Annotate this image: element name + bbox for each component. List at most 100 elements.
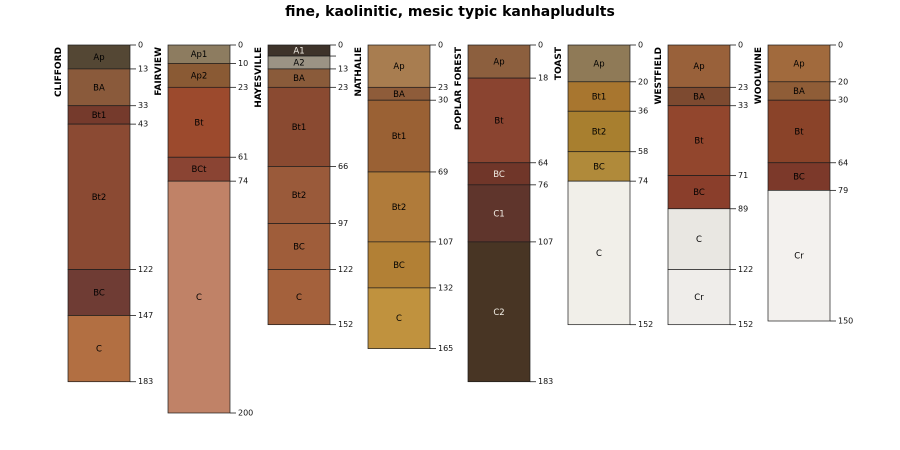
horizon-label: BC <box>793 173 805 183</box>
horizon-label: Bt1 <box>92 111 107 121</box>
depth-tick-label: 36 <box>638 107 648 116</box>
depth-tick-label: 150 <box>838 317 853 326</box>
horizon-label: BC <box>693 188 705 198</box>
profile-name-label: POPLAR FOREST <box>454 46 464 130</box>
depth-tick-label: 69 <box>438 167 448 176</box>
horizon-rect-bc <box>567 151 631 182</box>
depth-tick-label: 13 <box>138 64 148 73</box>
depth-tick-label: 20 <box>838 77 848 86</box>
depth-tick-label: 64 <box>538 158 548 167</box>
horizon-label: Bt1 <box>292 123 307 133</box>
depth-tick-label: 122 <box>338 265 353 274</box>
depth-tick-label: 23 <box>238 83 248 92</box>
horizon-label: Ap <box>93 53 104 63</box>
horizon-label: BC <box>593 162 605 172</box>
horizon-rect-bt2 <box>67 123 131 270</box>
profile-clifford: CLIFFORD Ap BA Bt1 Bt2 BC C 0 13 33 43 122 147 183 <box>54 41 153 387</box>
depth-tick-label: 183 <box>538 377 553 386</box>
depth-tick-label: 20 <box>638 77 648 86</box>
horizon-label: C <box>396 314 402 324</box>
horizon-rect-bt1 <box>367 99 431 173</box>
depth-tick-label: 33 <box>738 101 748 110</box>
horizon-label: C <box>596 249 602 259</box>
depth-tick-label: 97 <box>338 219 348 228</box>
horizon-label: Bt2 <box>592 127 607 137</box>
horizon-label: C <box>696 235 702 245</box>
depth-tick-label: 43 <box>138 120 148 129</box>
horizon-label: Bt2 <box>292 191 307 201</box>
depth-tick-label: 71 <box>738 171 748 180</box>
depth-tick-label: 122 <box>138 265 153 274</box>
horizon-label: Ap <box>393 62 404 72</box>
profile-name-label: TOAST <box>554 46 564 80</box>
profile-nathalie: NATHALIE Ap BA Bt1 Bt2 BC C 0 23 30 69 107 132 165 <box>354 41 453 354</box>
horizon-rect-c <box>167 180 231 414</box>
horizon-rect-bt <box>767 99 831 164</box>
horizon-rect-cr <box>767 190 831 322</box>
horizon-rect-ap <box>767 44 831 83</box>
depth-tick-label: 0 <box>438 41 443 50</box>
horizon-label: BA <box>393 90 405 100</box>
depth-tick-label: 0 <box>838 41 843 50</box>
depth-tick-label: 76 <box>538 180 548 189</box>
depth-tick-label: 23 <box>338 83 348 92</box>
horizon-rect-cr <box>667 269 731 326</box>
horizon-label: Bt2 <box>392 203 407 213</box>
horizon-label: Bt <box>794 127 804 137</box>
horizon-rect-bc <box>767 162 831 191</box>
depth-tick-label: 107 <box>538 237 553 246</box>
horizon-label: BC <box>93 288 105 298</box>
depth-tick-label: 165 <box>438 344 453 353</box>
horizon-label: BCt <box>192 165 208 175</box>
horizon-label: Ap <box>793 59 804 69</box>
depth-tick-label: 0 <box>338 41 343 50</box>
horizon-label: BC <box>393 261 405 271</box>
depth-tick-label: 61 <box>238 153 248 162</box>
horizon-label: Cr <box>694 293 704 303</box>
horizon-label: C <box>96 345 102 355</box>
horizon-rect-bt2 <box>567 110 631 153</box>
horizon-label: Bt1 <box>592 93 607 103</box>
horizon-label: Bt1 <box>392 132 407 142</box>
profile-woolwine: WOOLWINE Ap BA Bt BC Cr 0 20 30 64 79 150 <box>754 41 853 326</box>
horizon-label: A1 <box>293 47 304 57</box>
depth-tick-label: 0 <box>538 41 543 50</box>
horizon-label: A2 <box>293 58 304 68</box>
horizon-label: Bt <box>494 116 504 126</box>
depth-tick-label: 30 <box>838 96 848 105</box>
profile-name-label: NATHALIE <box>354 47 364 97</box>
horizon-label: C <box>296 293 302 303</box>
depth-tick-label: 132 <box>438 283 453 292</box>
horizon-label: Bt <box>694 137 704 147</box>
horizon-rect-bc <box>67 269 131 316</box>
horizon-rect-c <box>667 208 731 270</box>
horizon-label: BA <box>293 74 305 84</box>
horizon-rect-ap <box>567 44 631 83</box>
horizon-rect-bc <box>267 223 331 270</box>
depth-tick-label: 58 <box>638 147 648 156</box>
horizon-label: Ap <box>493 58 504 68</box>
depth-tick-label: 0 <box>238 41 243 50</box>
depth-tick-label: 0 <box>638 41 643 50</box>
horizon-label: Ap1 <box>191 50 208 60</box>
depth-tick-label: 30 <box>438 96 448 105</box>
depth-tick-label: 147 <box>138 311 153 320</box>
horizon-rect-c <box>567 180 631 326</box>
profile-name-label: WOOLWINE <box>754 47 764 104</box>
horizon-label: BA <box>93 83 105 93</box>
horizon-label: C1 <box>493 209 504 219</box>
depth-tick-label: 152 <box>638 320 653 329</box>
depth-tick-label: 183 <box>138 377 153 386</box>
profile-westfield: WESTFIELD Ap BA Bt BC C Cr 0 23 33 71 89 122 152 <box>654 41 753 330</box>
horizon-rect-bt2 <box>267 166 331 224</box>
depth-tick-label: 107 <box>438 237 453 246</box>
depth-tick-label: 23 <box>738 83 748 92</box>
horizon-rect-c <box>267 269 331 326</box>
horizon-rect-bt2 <box>367 171 431 243</box>
depth-tick-label: 18 <box>538 74 548 83</box>
depth-tick-label: 74 <box>238 177 248 186</box>
horizon-rect-ap <box>367 44 431 88</box>
profile-name-label: HAYESVILLE <box>254 47 264 108</box>
